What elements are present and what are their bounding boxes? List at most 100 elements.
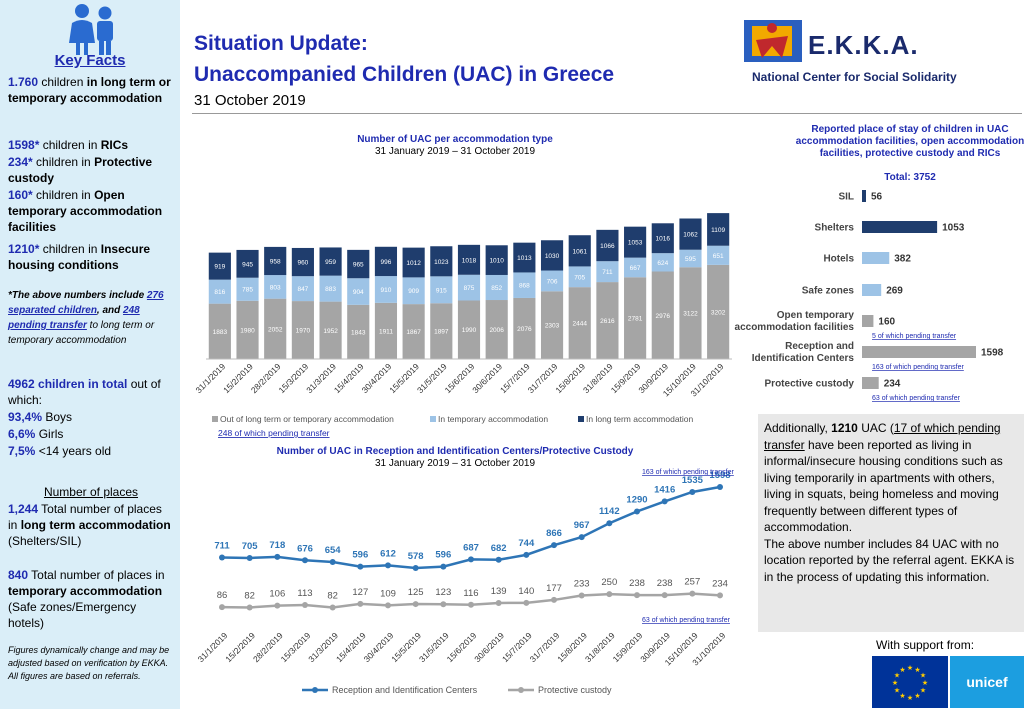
eu-star: ★ — [920, 672, 926, 680]
bar-segment — [707, 264, 730, 359]
data-label: 960 — [297, 260, 308, 267]
data-label: 2976 — [656, 313, 671, 320]
hbar — [862, 346, 976, 358]
fact-under-14: 7,5% <14 years old — [8, 444, 112, 458]
data-label: 705 — [242, 541, 259, 552]
legend-label: Reception and Identification Centers — [332, 685, 478, 695]
value-label: 1598 — [981, 348, 1004, 359]
data-label: 2616 — [600, 318, 615, 325]
bar-segment — [457, 244, 481, 275]
data-label: 904 — [353, 289, 364, 296]
data-label: 109 — [380, 588, 396, 599]
data-label: 250 — [601, 577, 617, 588]
data-point — [551, 596, 557, 603]
separated-children-link[interactable]: 276 separated children — [8, 290, 164, 316]
pending-transfer-link[interactable]: 248 pending transfer — [8, 305, 140, 331]
data-point — [440, 601, 447, 608]
data-label: 875 — [464, 285, 475, 292]
data-point — [385, 562, 391, 569]
info-paragraph-1: Additionally, 1210 UAC (17 of which pend… — [764, 421, 1003, 534]
bar-segment — [485, 245, 508, 275]
data-label: 711 — [214, 540, 230, 551]
bar-segment — [568, 287, 591, 359]
data-point — [606, 591, 613, 598]
bar-segment — [679, 218, 702, 250]
stacked-bar-chart: 188381691931/1/2019198078594515/2/201920… — [193, 213, 732, 438]
bar-segment — [485, 300, 508, 359]
data-label: 3202 — [711, 309, 726, 316]
data-label: 2006 — [489, 327, 504, 334]
data-label: 1883 — [213, 329, 228, 336]
data-label: 1061 — [573, 248, 588, 255]
data-label: 1867 — [406, 329, 421, 336]
data-label: 959 — [325, 259, 336, 266]
data-label: 852 — [491, 285, 502, 292]
data-label: 847 — [297, 286, 308, 293]
bar-segment — [236, 277, 259, 301]
category-label: Hotels — [823, 254, 854, 265]
bar-segment — [513, 297, 536, 359]
fact-boys: 93,4% Boys — [8, 410, 73, 424]
data-label: 596 — [352, 550, 368, 561]
data-label: 915 — [436, 287, 447, 294]
chart2-title: Reported place of stay of children in UA… — [795, 124, 1024, 159]
legend-swatch — [212, 416, 218, 422]
data-point — [634, 508, 640, 515]
bar-segment — [402, 304, 425, 359]
data-point — [689, 488, 696, 495]
bar-segment — [430, 246, 453, 277]
data-label: 866 — [546, 528, 562, 539]
data-label: 113 — [297, 588, 312, 599]
bar-segment — [402, 247, 425, 278]
legend-label: In temporary accommodation — [438, 414, 548, 424]
bar-segment — [402, 277, 425, 305]
data-label: 2052 — [268, 326, 283, 333]
bar-segment — [347, 249, 370, 279]
data-label: 1970 — [296, 328, 311, 335]
legend-swatch — [430, 416, 436, 422]
data-label: 139 — [491, 586, 507, 597]
fact-long-term: 1.760 children in long term or temporary… — [8, 75, 171, 105]
hbar — [862, 284, 882, 296]
fact-rics: 1598* children in RICs — [8, 138, 129, 152]
eu-star: ★ — [914, 666, 920, 674]
data-label: 2303 — [545, 323, 560, 330]
support-label: With support from: — [876, 638, 975, 652]
bar-segment — [651, 271, 674, 359]
data-label: 1897 — [434, 329, 449, 336]
legend-swatch — [578, 416, 584, 422]
data-label: 1911 — [379, 328, 393, 335]
data-label: 967 — [574, 520, 590, 531]
data-label: 177 — [546, 583, 562, 594]
bar-segment — [513, 272, 536, 298]
value-label: 160 — [878, 317, 895, 328]
bar-segment — [457, 300, 481, 359]
pending-note: 63 of which pending transfer — [872, 395, 961, 402]
eu-star: ★ — [899, 666, 905, 674]
data-point — [606, 520, 613, 527]
bar-segment — [707, 213, 730, 246]
data-label: 909 — [408, 288, 419, 295]
data-label: 1109 — [711, 227, 725, 234]
bar-segment — [596, 261, 619, 283]
unicef-logo: unicef — [950, 656, 1024, 708]
category-label: Reception and Identification Centers — [752, 341, 855, 364]
value-label: 382 — [894, 254, 911, 265]
pending-transfer-info-link[interactable]: 17 of which pending transfer — [764, 421, 1001, 452]
data-point — [219, 604, 225, 611]
hbar — [862, 252, 890, 264]
data-label: 1016 — [656, 236, 671, 243]
category-label: Open temporary accommodation facilities — [735, 310, 855, 333]
hbar — [862, 190, 866, 202]
eu-star: ★ — [907, 664, 913, 672]
data-label: 883 — [325, 286, 336, 293]
page-title-line1: Situation Update: — [194, 32, 368, 55]
legend-marker — [312, 687, 318, 693]
fact-open-accommodation: 160* children in Open temporary accommod… — [8, 188, 163, 234]
data-label: 1012 — [406, 260, 421, 267]
eu-star: ★ — [907, 694, 913, 702]
bar-segment — [208, 252, 231, 280]
data-label: 1980 — [240, 327, 255, 334]
data-label: 705 — [574, 274, 585, 281]
data-point — [578, 534, 585, 541]
